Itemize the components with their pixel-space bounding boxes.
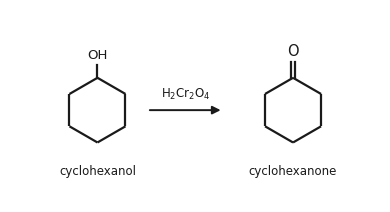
Text: cyclohexanone: cyclohexanone [249, 165, 337, 178]
Text: H$_2$Cr$_2$O$_4$: H$_2$Cr$_2$O$_4$ [161, 86, 210, 102]
Text: O: O [287, 44, 299, 59]
Text: cyclohexanol: cyclohexanol [59, 165, 136, 178]
Text: OH: OH [87, 49, 108, 62]
